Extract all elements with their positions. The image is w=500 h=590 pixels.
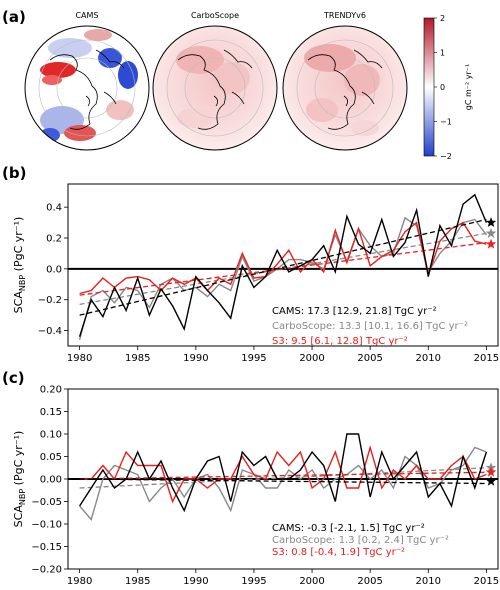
x-tick-label: 1995 bbox=[241, 353, 266, 364]
trend-annotation: CAMS: 17.3 [12.9, 21.8] TgC yr⁻² bbox=[272, 306, 437, 317]
colorbar: 2 1 0 −1 −2 gC m⁻² yr⁻¹ bbox=[423, 14, 473, 161]
trend-star-marker bbox=[485, 466, 497, 477]
x-tick-label: 1985 bbox=[125, 353, 150, 364]
panel-label: (b) bbox=[2, 164, 26, 182]
trend-star-marker bbox=[485, 217, 497, 228]
x-tick-label: 2010 bbox=[416, 576, 441, 587]
y-tick-label: −0.2 bbox=[38, 295, 62, 306]
colorbar-tick-label: 0 bbox=[440, 83, 445, 92]
series-line bbox=[79, 433, 488, 513]
chart-panel-c: (c) −0.20 −0.15 −0.10 −0.05 0.00 0.05 0.10 0.15 0… bbox=[2, 369, 499, 587]
maps-panel: (a) CAMS Carb bbox=[2, 8, 473, 161]
x-tick-label: 2010 bbox=[416, 353, 441, 364]
trend-annotation: CAMS: -0.3 [-2.1, 1.5] TgC yr⁻² bbox=[272, 523, 425, 534]
x-tick-label: 2005 bbox=[357, 353, 382, 364]
y-tick-label: 0.15 bbox=[40, 407, 62, 418]
series-line bbox=[78, 193, 488, 337]
map-cams: CAMS bbox=[24, 11, 150, 151]
x-tick-label: 2015 bbox=[474, 576, 499, 587]
colorbar-tick-label: 2 bbox=[440, 14, 445, 23]
x-tick-label: 1990 bbox=[183, 353, 208, 364]
y-tick-label: 0.2 bbox=[46, 234, 62, 245]
series-line bbox=[79, 444, 487, 504]
trend-line bbox=[79, 232, 487, 305]
x-tick-label: 1980 bbox=[67, 353, 92, 364]
y-tick-label: 0.00 bbox=[40, 475, 62, 486]
plot-frame bbox=[67, 183, 499, 347]
trend-annotation: S3: 9.5 [6.1, 12.8] TgC yr⁻² bbox=[272, 336, 408, 347]
panel-label: (c) bbox=[2, 369, 25, 387]
panel-label-a: (a) bbox=[2, 8, 26, 26]
y-tick-label: 0.4 bbox=[46, 203, 62, 214]
x-tick-label: 2000 bbox=[299, 576, 324, 587]
y-tick-label: 0.20 bbox=[40, 385, 62, 396]
colorbar-gradient bbox=[423, 17, 435, 157]
trend-line bbox=[79, 241, 487, 296]
x-tick-label: 1990 bbox=[183, 576, 208, 587]
trend-line bbox=[79, 478, 487, 485]
y-tick-label: 0.10 bbox=[40, 430, 62, 441]
colorbar-tick-label: −2 bbox=[440, 152, 452, 161]
trend-star-marker bbox=[485, 475, 497, 486]
y-tick-label: 0.05 bbox=[40, 452, 62, 463]
y-axis-label: SCANBP (PgC yr⁻¹) bbox=[12, 217, 27, 314]
trend-annotation: CarboScope: 13.3 [10.1, 16.6] TgC yr⁻² bbox=[272, 321, 468, 332]
series-line bbox=[79, 221, 487, 295]
colorbar-tick-label: −1 bbox=[440, 118, 452, 127]
trend-star-marker bbox=[485, 227, 497, 238]
y-tick-label: −0.05 bbox=[31, 497, 62, 508]
trend-annotation: S3: 0.8 [-0.4, 1.9] TgC yr⁻² bbox=[272, 547, 405, 558]
map-title-trendy: TRENDYv6 bbox=[323, 11, 366, 20]
y-axis-label: SCANBP (PgC yr⁻¹) bbox=[12, 431, 27, 528]
trend-line bbox=[79, 471, 487, 480]
map-title-cams: CAMS bbox=[75, 11, 98, 20]
map-trendy: TRENDYv6 bbox=[282, 11, 408, 151]
chart-panel-b: (b) −0.4 −0.2 0.0 0.2 0.4 1980 1985 1990 1995 2000… bbox=[2, 164, 499, 364]
x-tick-label: 1985 bbox=[125, 576, 150, 587]
map-carboscope: CarboScope bbox=[152, 11, 278, 151]
trend-line bbox=[79, 218, 487, 316]
y-tick-label: −0.10 bbox=[31, 520, 62, 531]
x-tick-label: 2015 bbox=[474, 353, 499, 364]
map-title-carboscope: CarboScope bbox=[191, 11, 239, 20]
y-tick-label: −0.4 bbox=[38, 326, 62, 337]
x-tick-label: 1995 bbox=[241, 576, 266, 587]
y-tick-label: −0.20 bbox=[31, 565, 62, 576]
y-tick-label: −0.15 bbox=[31, 542, 62, 553]
trend-star-marker bbox=[485, 238, 497, 249]
colorbar-label: gC m⁻² yr⁻¹ bbox=[464, 64, 473, 110]
x-tick-label: 2005 bbox=[357, 576, 382, 587]
x-tick-label: 2000 bbox=[299, 353, 324, 364]
y-tick-label: 0.0 bbox=[46, 264, 62, 275]
trend-annotation: CarboScope: 1.3 [0.2, 2.4] TgC yr⁻² bbox=[272, 535, 449, 546]
x-tick-label: 1980 bbox=[67, 576, 92, 587]
colorbar-tick-label: 1 bbox=[440, 49, 445, 58]
